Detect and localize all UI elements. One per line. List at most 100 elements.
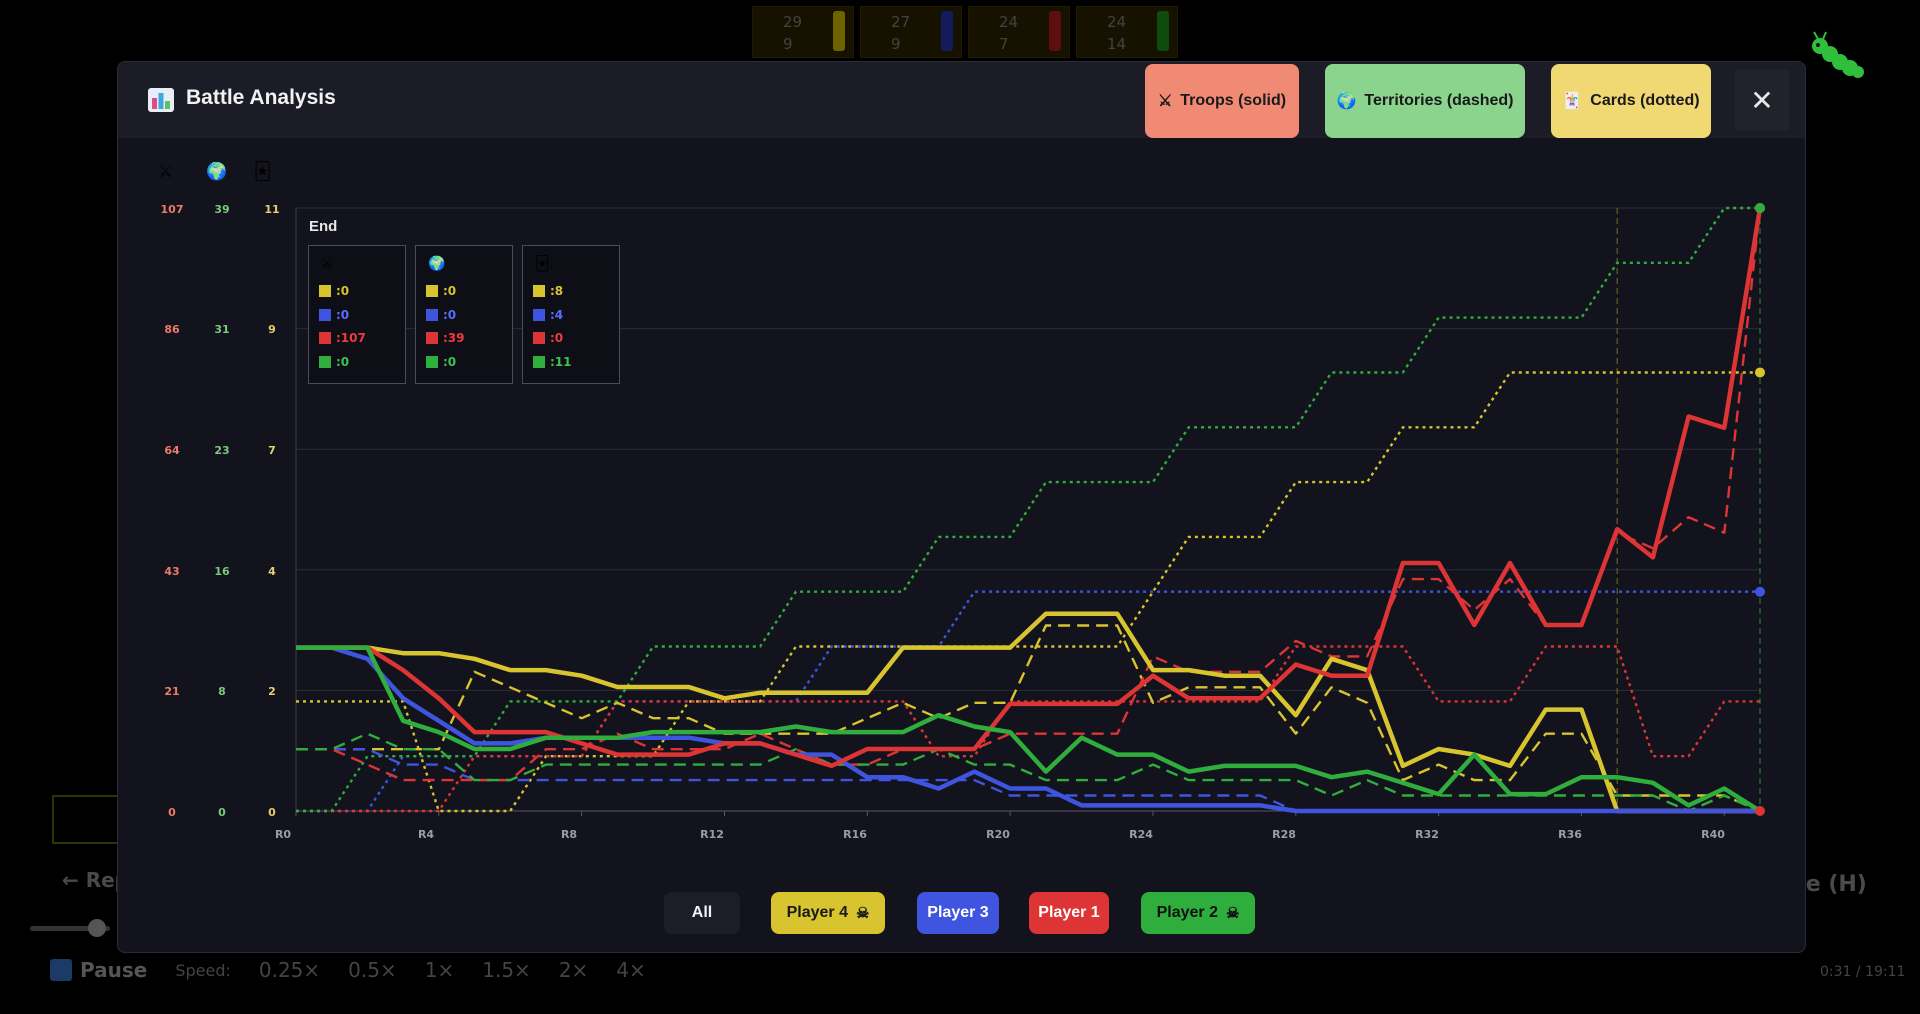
color-swatch	[426, 309, 438, 321]
timeline-slider[interactable]	[30, 919, 110, 937]
crossed-swords-icon: ⚔	[1157, 93, 1173, 110]
bg-stat-territories: 7	[999, 35, 1009, 53]
x-tick: R0	[274, 828, 292, 841]
end-territories-box: 🌍 :0 :0 :39 :0	[415, 245, 513, 384]
pause-button[interactable]: Pause	[50, 958, 147, 982]
end-troops-box: ⚔ :0 :0 :107 :0	[308, 245, 406, 384]
filter-player1-button[interactable]: Player 1	[1029, 892, 1109, 934]
player2-troops-line	[296, 645, 1762, 813]
color-swatch	[533, 332, 545, 344]
x-tick: R36	[1558, 828, 1582, 841]
bg-stat-armies: 27	[891, 13, 911, 31]
player3-territories-line	[296, 748, 1760, 813]
pause-label: Pause	[80, 958, 148, 982]
x-tick: R32	[1415, 828, 1439, 841]
territories-tick: 0	[218, 806, 226, 819]
speed-option[interactable]: 0.25×	[258, 958, 321, 982]
playback-time: 0:31 / 19:11	[1820, 964, 1906, 980]
color-swatch	[533, 309, 545, 321]
filter-all-label: All	[691, 904, 713, 921]
territories-tick: 8	[218, 685, 226, 698]
x-tick: R12	[700, 828, 724, 841]
filter-player3-button[interactable]: Player 3	[917, 892, 999, 934]
filter-all-button[interactable]: All	[664, 892, 740, 934]
color-swatch	[319, 309, 331, 321]
x-tick: R8	[560, 828, 578, 841]
legend-territories-button[interactable]: 🌍 Territories (dashed)	[1325, 64, 1525, 138]
end-value-row: :0	[319, 308, 349, 322]
bg-stat-armies: 24	[1107, 13, 1127, 31]
end-value-row: :0	[319, 355, 349, 369]
x-tick: R40	[1701, 828, 1725, 841]
end-value: :4	[550, 308, 564, 322]
legend-troops-button[interactable]: ⚔ Troops (solid)	[1145, 64, 1299, 138]
modal-header: Battle Analysis ⚔ Troops (solid) 🌍 Territo…	[118, 62, 1805, 138]
player1-label: Player 1	[1038, 904, 1100, 921]
speed-option[interactable]: 1×	[424, 958, 455, 982]
player1-territories-line	[296, 207, 1762, 782]
playing-card-icon: 🃏	[1562, 93, 1583, 110]
filter-player2-button[interactable]: Player 2 ☠	[1141, 892, 1255, 934]
territories-tick: 31	[214, 323, 230, 336]
legend-cards-label: Cards (dotted)	[1590, 92, 1700, 109]
color-swatch	[533, 285, 545, 297]
cards-tick: 4	[268, 565, 276, 578]
slider-knob[interactable]	[88, 919, 106, 937]
bg-stat-territories: 9	[891, 35, 901, 53]
player1-troops-line	[296, 207, 1763, 769]
player4-troops-line	[296, 611, 1760, 814]
globe-icon: 🌍	[1336, 93, 1357, 110]
speed-option[interactable]: 2×	[558, 958, 589, 982]
x-tick: R16	[843, 828, 867, 841]
end-value-row: :0	[319, 284, 349, 298]
player4-territories-line	[296, 624, 1761, 813]
player2-cards-line	[296, 206, 1760, 813]
troops-tick: 43	[164, 565, 180, 578]
playing-card-icon: 🃏	[535, 256, 550, 272]
end-value-row: :107	[319, 331, 366, 345]
pause-icon	[50, 959, 72, 981]
legend-cards-button[interactable]: 🃏 Cards (dotted)	[1551, 64, 1711, 138]
end-value-row: :0	[426, 284, 456, 298]
skull-icon: ☠	[855, 905, 870, 922]
player4-label: Player 4	[786, 904, 848, 921]
end-point-marker	[1755, 806, 1765, 816]
color-swatch	[533, 356, 545, 368]
skull-icon: ☠	[1225, 905, 1240, 922]
bg-panel	[52, 795, 126, 844]
cards-tick: 9	[268, 323, 276, 336]
troops-tick: 64	[164, 444, 180, 457]
end-panel-title: End	[309, 218, 338, 235]
end-value: :0	[550, 331, 564, 345]
playback-bar: Pause Speed: 0.25× 0.5× 1× 1.5× 2× 4×	[50, 958, 646, 982]
end-value: :0	[443, 355, 457, 369]
battle-analysis-modal: Battle Analysis ⚔ Troops (solid) 🌍 Territo…	[117, 61, 1806, 953]
speed-option[interactable]: 4×	[616, 958, 646, 982]
territories-tick: 39	[214, 203, 230, 216]
color-swatch	[319, 356, 331, 368]
modal-title: Battle Analysis	[186, 86, 336, 109]
filter-player4-button[interactable]: Player 4 ☠	[771, 892, 885, 934]
color-swatch	[426, 332, 438, 344]
end-value: :0	[336, 308, 350, 322]
end-value: :107	[336, 331, 366, 345]
player1-cards-line	[296, 645, 1760, 813]
end-value-row: :8	[533, 284, 563, 298]
end-value-row: :11	[533, 355, 572, 369]
speed-option[interactable]: 0.5×	[348, 958, 397, 982]
close-button[interactable]: ✕	[1735, 70, 1789, 130]
color-swatch	[319, 332, 331, 344]
end-value-row: :0	[426, 355, 456, 369]
color-swatch	[426, 285, 438, 297]
color-swatch	[426, 356, 438, 368]
territories-tick: 23	[214, 444, 230, 457]
troops-tick: 0	[168, 806, 176, 819]
color-swatch	[319, 285, 331, 297]
speed-option[interactable]: 1.5×	[482, 958, 531, 982]
territories-tick: 16	[214, 565, 230, 578]
end-value-row: :4	[533, 308, 563, 322]
bg-stat-territories: 9	[783, 35, 793, 53]
end-value: :0	[336, 355, 350, 369]
cards-tick: 0	[268, 806, 276, 819]
troops-tick: 21	[164, 685, 180, 698]
